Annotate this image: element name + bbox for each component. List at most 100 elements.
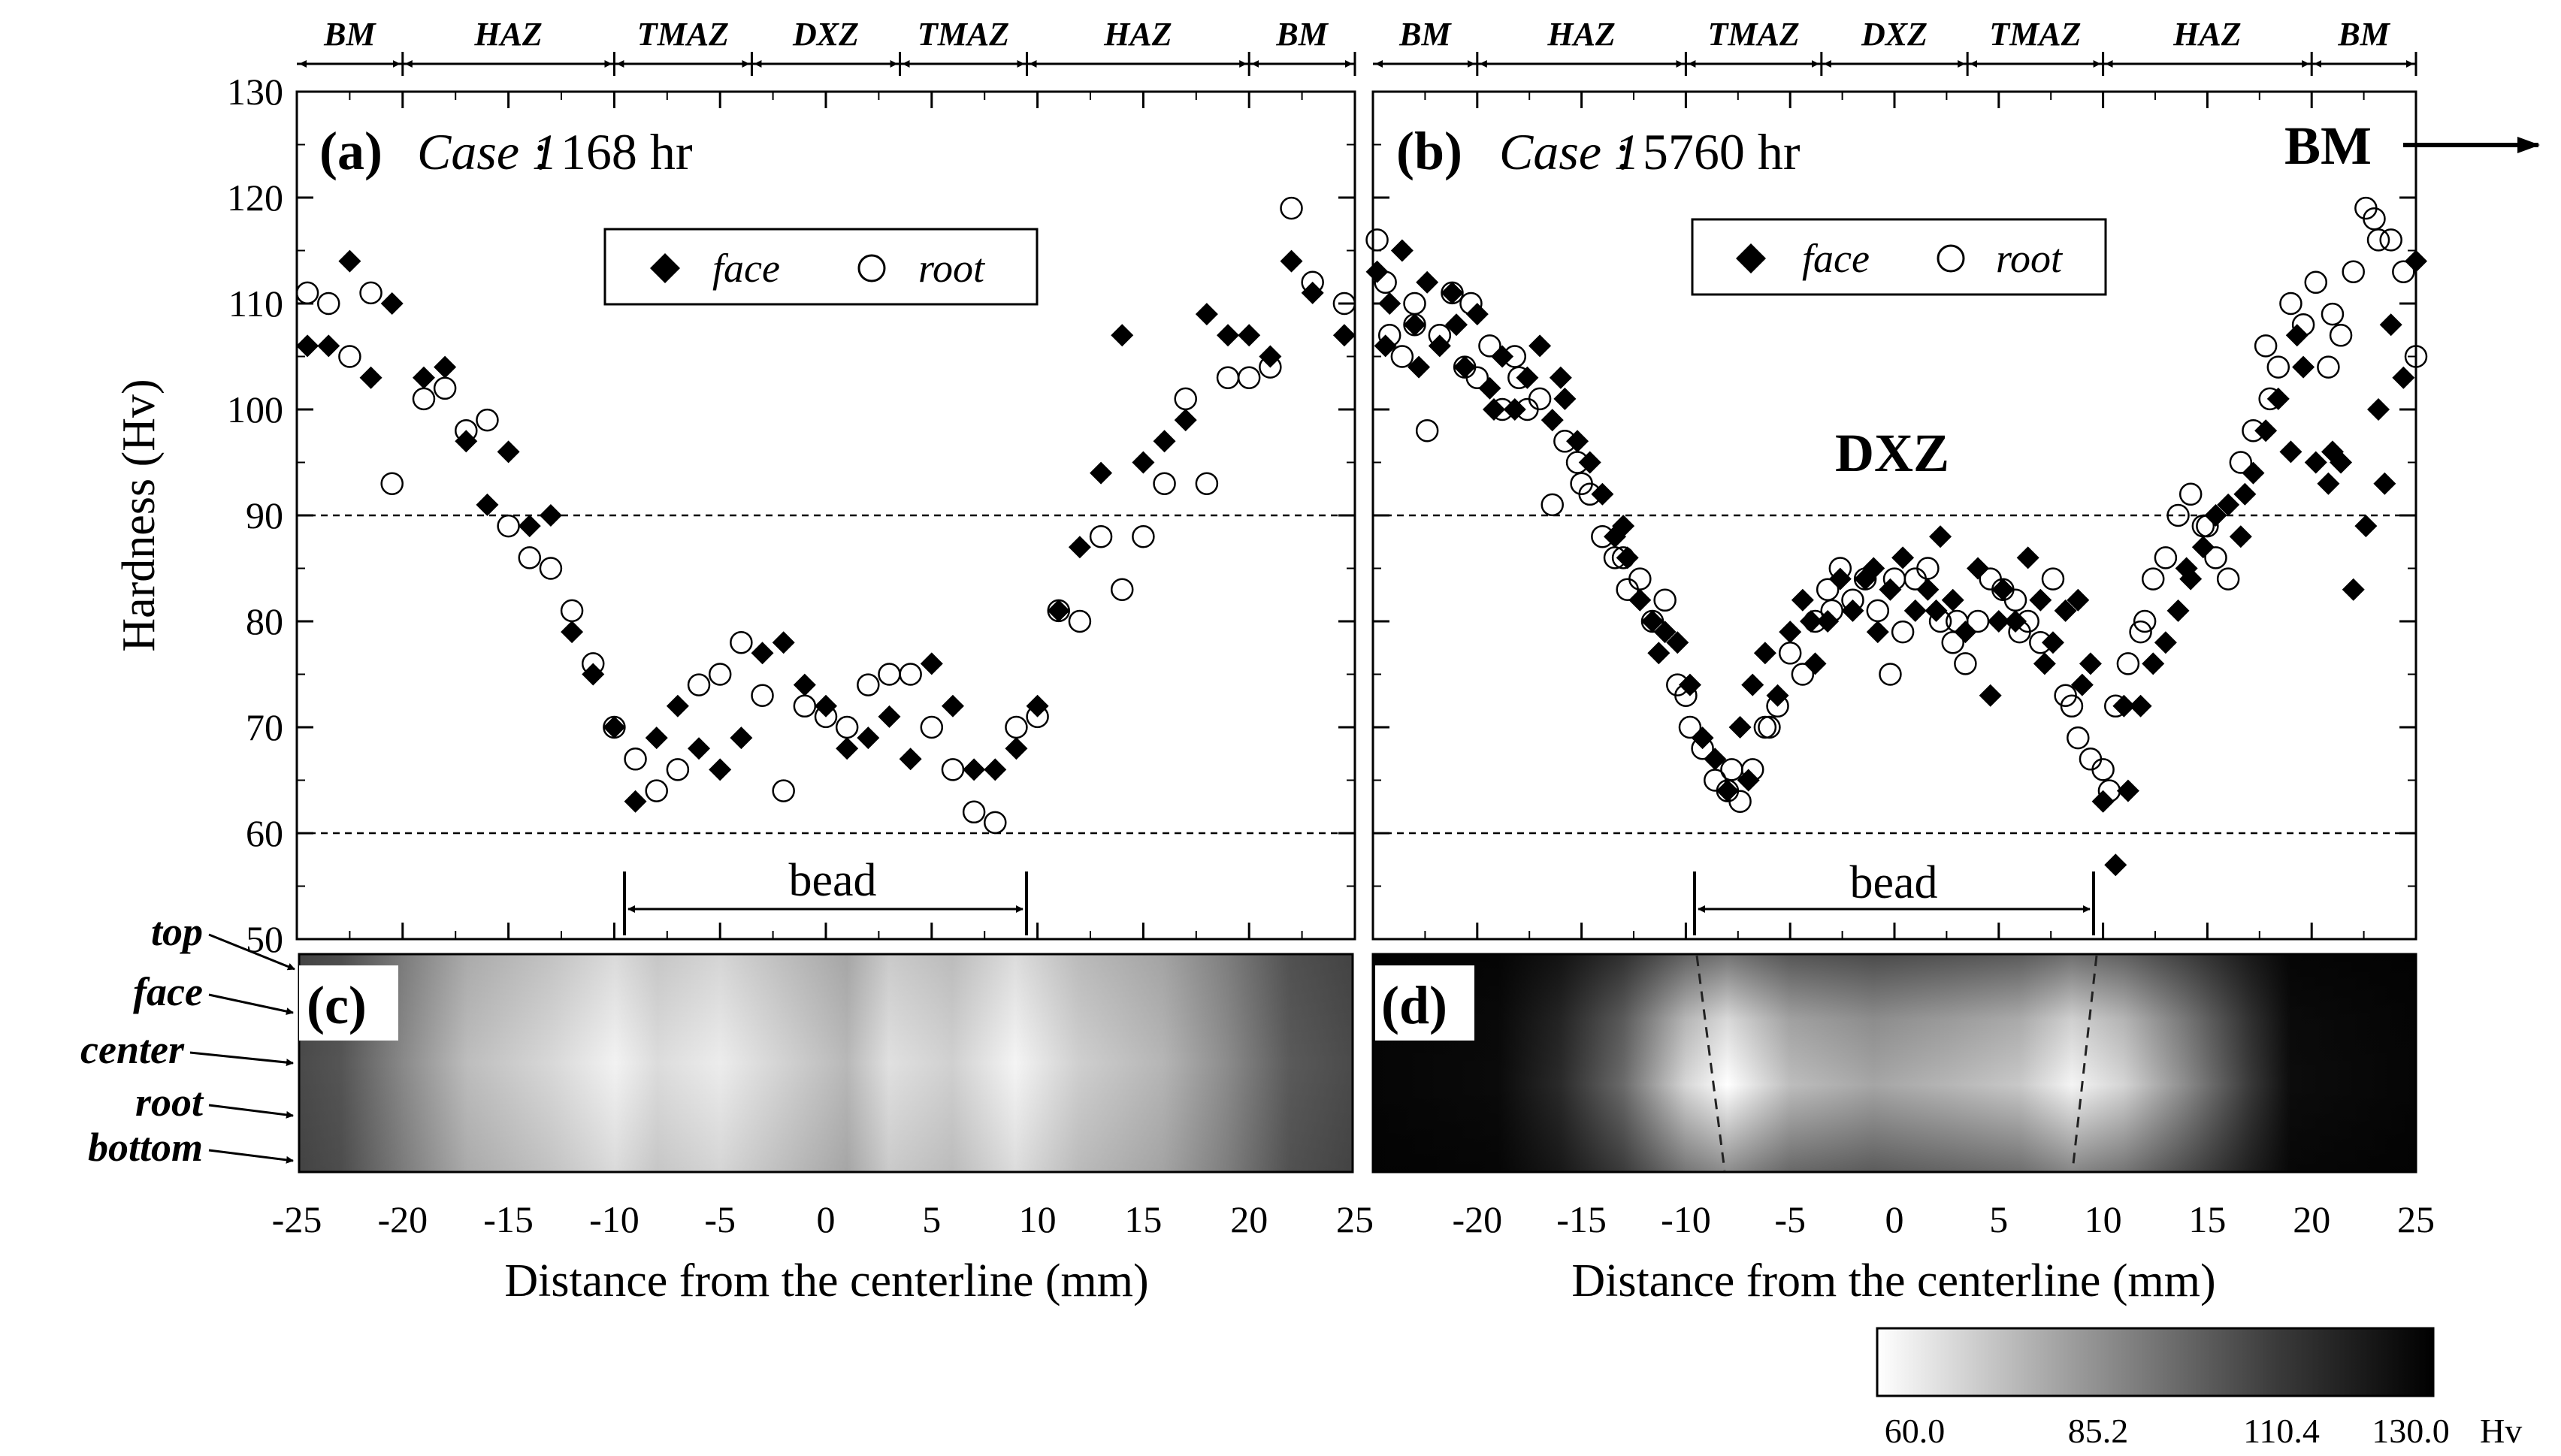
- face-point: [1566, 430, 1589, 453]
- root-point: [1441, 281, 1464, 305]
- root-point: [920, 715, 944, 739]
- reference-lines-b: [1373, 514, 2416, 835]
- root-point: [1005, 715, 1028, 739]
- face-point: [1929, 525, 1952, 548]
- root-point: [1237, 366, 1261, 389]
- face-point: [1967, 557, 1990, 580]
- root-point: [1047, 599, 1071, 623]
- root-series-b: [1365, 196, 2428, 813]
- root-point: [2216, 567, 2240, 591]
- legend-face-label-a: face: [712, 246, 780, 291]
- root-point: [539, 557, 563, 580]
- root-point: [1377, 324, 1401, 347]
- face-point: [1640, 610, 1664, 633]
- panel-letter-d: (d): [1381, 975, 1447, 1035]
- face-point: [2154, 631, 2177, 654]
- strip-c-shade: [299, 954, 1353, 1172]
- root-point: [2041, 567, 2065, 591]
- root-point: [455, 418, 478, 443]
- root-point: [645, 779, 668, 802]
- root-point: [338, 345, 361, 368]
- root-point: [1026, 705, 1049, 729]
- face-point: [338, 249, 361, 273]
- root-point: [2191, 514, 2215, 538]
- root-point: [603, 715, 626, 739]
- face-point: [1365, 260, 1389, 283]
- face-point: [1549, 366, 1572, 389]
- y-tick-label: 90: [246, 494, 283, 536]
- root-point: [1720, 758, 1743, 781]
- side-label-top: top: [151, 909, 203, 954]
- face-point: [1503, 398, 1526, 421]
- y-ticks-b: [1373, 90, 2416, 941]
- root-point: [2104, 694, 2127, 718]
- root-point: [793, 694, 817, 718]
- face-point: [2070, 673, 2094, 696]
- face-point: [1483, 398, 1506, 421]
- root-point: [2196, 514, 2219, 538]
- strip-d-frame: [1371, 953, 2417, 1174]
- root-point: [2279, 292, 2302, 316]
- face-point: [434, 355, 457, 379]
- y-tick-label: 110: [228, 282, 283, 325]
- root-point: [2317, 355, 2340, 379]
- x-axis-title-left: Distance from the centerline (mm): [504, 1255, 1148, 1306]
- face-point: [2079, 652, 2102, 675]
- face-point: [1647, 642, 1671, 665]
- face-point: [2266, 387, 2290, 410]
- face-point: [2217, 493, 2240, 516]
- root-point: [1791, 663, 1815, 686]
- x-tick-label: 10: [1019, 1198, 1057, 1240]
- zone-label: BM: [1398, 16, 1452, 53]
- face-point: [2191, 536, 2215, 559]
- root-point: [2304, 270, 2328, 295]
- face-point: [1174, 409, 1197, 432]
- root-point: [1174, 387, 1197, 411]
- root-point: [2003, 588, 2027, 612]
- strip-d-letter-bg: [1375, 965, 1474, 1041]
- face-point: [1153, 430, 1176, 453]
- root-point: [518, 546, 542, 569]
- legend-a: face root: [603, 228, 1039, 306]
- root-point: [2329, 324, 2353, 347]
- root-point: [751, 684, 774, 707]
- face-point: [317, 334, 340, 358]
- root-point: [1853, 567, 1877, 591]
- x-tick-label: 5: [1989, 1198, 2008, 1240]
- face-point: [1941, 588, 1964, 612]
- face-point: [2129, 694, 2152, 717]
- root-point: [1804, 609, 1827, 633]
- y-tick-label: 60: [246, 812, 283, 854]
- face-point: [1416, 270, 1439, 294]
- face-point: [772, 631, 795, 654]
- root-point: [1465, 366, 1489, 389]
- root-point: [1678, 715, 1702, 739]
- x-tick-label: -15: [483, 1198, 534, 1240]
- root-point: [2008, 620, 2031, 644]
- face-point: [2041, 631, 2064, 654]
- side-arrow-face: [208, 993, 294, 1016]
- root-point: [1490, 397, 1514, 421]
- face-point: [1753, 642, 1776, 665]
- root-point: [1415, 418, 1439, 443]
- root-point: [1259, 355, 1282, 379]
- face-point: [2116, 779, 2139, 802]
- strip-d: (d): [1371, 953, 2417, 1174]
- face-point: [1238, 324, 1261, 347]
- face-point: [878, 705, 901, 728]
- x-tick-label: 0: [817, 1198, 836, 1240]
- face-point: [2342, 578, 2365, 601]
- colorbar-label-min: 60.0: [1885, 1412, 1946, 1450]
- face-point: [2016, 546, 2039, 569]
- x-tick-label: 5: [922, 1198, 941, 1240]
- face-point: [1553, 387, 1577, 410]
- root-point: [857, 673, 880, 696]
- root-point: [380, 472, 404, 495]
- root-point: [1766, 694, 1789, 718]
- root-point: [497, 514, 520, 538]
- root-point: [1979, 567, 2002, 591]
- face-point: [1979, 684, 2002, 707]
- root-point: [2404, 345, 2428, 368]
- root-point: [984, 811, 1007, 835]
- face-point: [2379, 313, 2402, 337]
